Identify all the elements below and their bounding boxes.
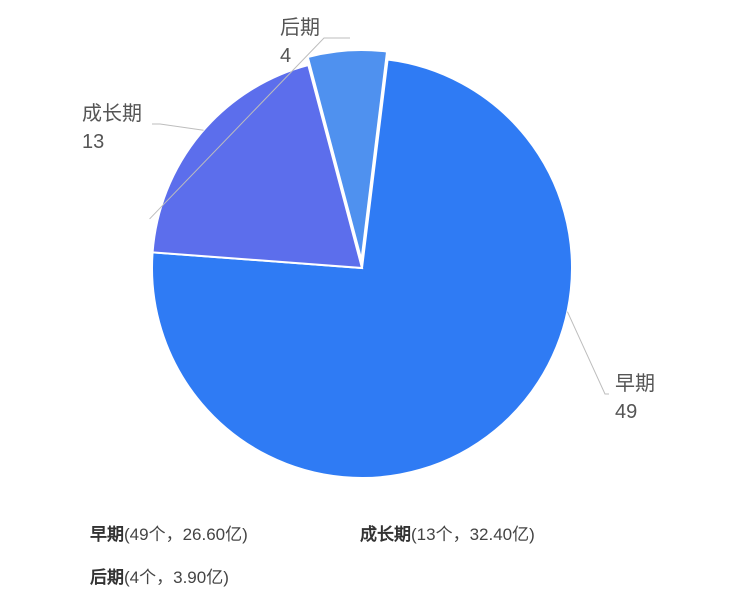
slice-label-growth-value: 13 [82,128,142,156]
slice-label-early-name: 早期 [615,370,655,398]
leader-line-0 [567,312,609,394]
legend-item-early-name: 早期 [90,525,124,544]
legend-item-late-name: 后期 [90,568,124,587]
slice-label-growth: 成长期 13 [82,100,142,156]
legend-item-late-detail: (4个，3.90亿) [124,568,229,587]
legend-item-late: 后期(4个，3.90亿) [90,563,360,588]
slice-label-late-value: 4 [280,42,320,70]
legend-item-early: 早期(49个，26.60亿) [90,520,360,545]
legend-item-early-detail: (49个，26.60亿) [124,525,248,544]
slice-label-late: 后期 4 [280,14,320,70]
slice-label-early-value: 49 [615,398,655,426]
slice-label-late-name: 后期 [280,14,320,42]
pie-chart-container: 早期 49 成长期 13 后期 4 早期(49个，26.60亿) 成长期(13个… [0,0,750,612]
slice-label-growth-name: 成长期 [82,100,142,128]
slice-label-early: 早期 49 [615,370,655,426]
leader-line-1 [152,124,204,130]
legend-item-growth-detail: (13个，32.40亿) [411,525,535,544]
legend-item-growth-name: 成长期 [360,525,411,544]
legend: 早期(49个，26.60亿) 成长期(13个，32.40亿) 后期(4个，3.9… [90,520,650,588]
legend-item-growth: 成长期(13个，32.40亿) [360,520,630,545]
